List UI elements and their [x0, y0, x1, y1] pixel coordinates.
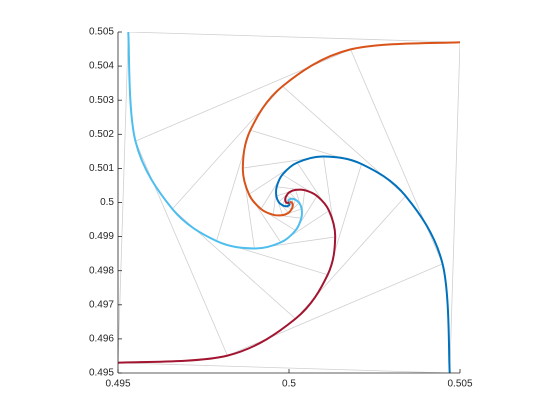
pursuit-line — [118, 362, 450, 373]
y-tick-label: 0.498 — [89, 265, 114, 276]
x-tick-label: 0.495 — [105, 379, 130, 390]
y-tick-label: 0.5 — [100, 197, 114, 208]
pursuit-curve — [127, 32, 303, 250]
y-tick-label: 0.499 — [89, 231, 114, 242]
pursuit-line — [350, 49, 443, 265]
pursuit-curve — [275, 155, 451, 373]
y-tick-label: 0.505 — [89, 27, 114, 38]
y-tick-label: 0.504 — [89, 61, 114, 72]
y-tick-label: 0.495 — [89, 368, 114, 379]
pursuit-line — [449, 42, 460, 373]
y-tick-label: 0.502 — [89, 129, 114, 140]
y-tick-label: 0.497 — [89, 299, 114, 310]
plot-area — [118, 32, 460, 373]
y-tick-label: 0.501 — [89, 163, 114, 174]
pursuit-line — [128, 32, 460, 43]
pursuit-line — [135, 140, 228, 356]
axes: 0.495 0.5 0.505 0.495 0.496 0.497 0.498 0.499 0.… — [89, 27, 473, 390]
pursuit-curve — [241, 41, 460, 217]
y-tick-label: 0.503 — [89, 95, 114, 106]
pursuit-line — [118, 32, 129, 363]
pursuit-curve — [118, 188, 337, 364]
pursuit-line — [227, 263, 443, 356]
x-tick-label: 0.505 — [447, 379, 472, 390]
x-tick-label: 0.5 — [282, 379, 296, 390]
y-tick-label: 0.496 — [89, 334, 114, 345]
pursuit-line — [135, 49, 351, 142]
